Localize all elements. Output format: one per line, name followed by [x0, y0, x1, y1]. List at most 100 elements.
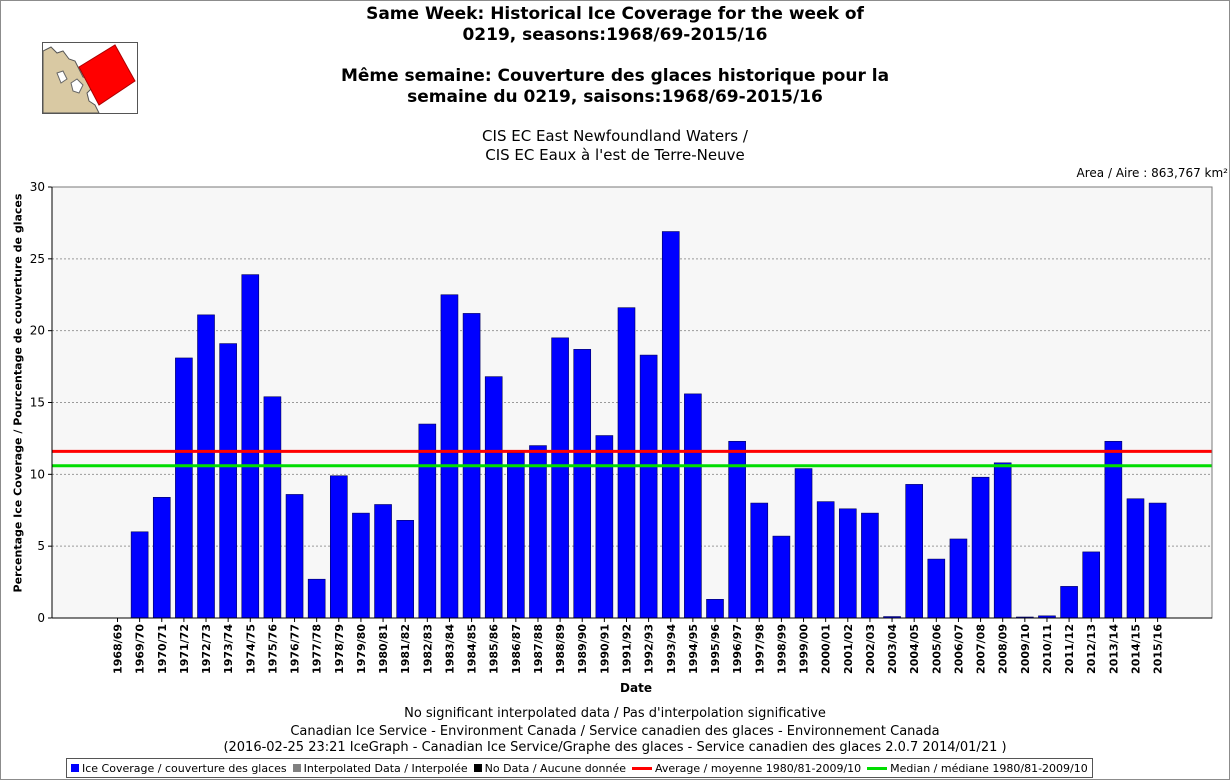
- x-tick-label: 1972/73: [200, 624, 213, 674]
- bar: [993, 462, 1012, 619]
- x-tick-label: 1973/74: [222, 624, 235, 674]
- y-tick-label: 0: [37, 611, 45, 625]
- legend-interpolated: Interpolated Data / Interpolée: [292, 762, 468, 775]
- legend-swatch: [71, 764, 79, 772]
- x-tick-label: 1979/80: [355, 624, 368, 674]
- x-tick-label: 2004/05: [908, 624, 921, 674]
- legend-no-data: No Data / Aucune donnée: [473, 761, 626, 775]
- legend-swatch: [292, 764, 301, 772]
- region-line1: CIS EC East Newfoundland Waters /: [482, 127, 748, 145]
- bar: [684, 393, 702, 619]
- bar: [971, 476, 990, 619]
- bar: [1104, 440, 1123, 619]
- legend-label: Average / moyenne 1980/81-2009/10: [655, 761, 862, 775]
- x-tick-label: 1982/83: [421, 624, 434, 674]
- footer-line1: No significant interpolated data / Pas d…: [404, 706, 826, 721]
- x-tick-label: 2012/13: [1085, 624, 1098, 674]
- x-tick-label: 1985/86: [488, 624, 501, 674]
- bar: [329, 475, 348, 619]
- x-tick-label: 2002/03: [864, 624, 877, 674]
- bar: [949, 538, 968, 619]
- legend-label: Median / médiane 1980/81-2009/10: [890, 761, 1088, 775]
- bar: [772, 535, 791, 619]
- x-tick-label: 1984/85: [466, 624, 479, 674]
- x-tick-label: 1993/94: [665, 624, 678, 674]
- x-tick-label: 1970/71: [156, 624, 169, 674]
- bar: [1126, 498, 1145, 619]
- legend: Ice Coverage / couverture des glaces Int…: [66, 758, 1093, 778]
- bar: [130, 531, 149, 619]
- bar: [507, 452, 525, 619]
- x-axis-label: Date: [620, 681, 652, 695]
- x-tick-label: 1974/75: [244, 624, 257, 674]
- footer-line2: Canadian Ice Service - Environment Canad…: [290, 724, 940, 739]
- x-tick-label: 2014/15: [1129, 624, 1142, 674]
- bar: [838, 508, 857, 619]
- bar: [617, 307, 636, 619]
- x-tick-label: 1986/87: [510, 624, 523, 674]
- x-tick-label: 1987/88: [532, 624, 545, 674]
- x-tick-label: 1996/97: [731, 624, 744, 674]
- x-tick-label: 2001/02: [842, 624, 855, 674]
- title-fr-line1: Même semaine: Couverture des glaces hist…: [340, 66, 890, 86]
- bar: [440, 294, 459, 619]
- bar: [241, 274, 260, 619]
- bar: [374, 504, 392, 619]
- bar: [285, 494, 304, 619]
- bar: [595, 435, 614, 619]
- x-tick-label: 1988/89: [554, 624, 567, 674]
- legend-swatch: [473, 764, 482, 772]
- bar: [529, 445, 547, 619]
- bar: [219, 343, 237, 619]
- x-tick-label: 1980/81: [377, 624, 390, 674]
- x-tick-label: 2011/12: [1063, 624, 1076, 674]
- x-tick-label: 1992/93: [643, 624, 656, 674]
- x-tick-label: 1995/96: [709, 624, 722, 674]
- y-tick-label: 30: [30, 180, 45, 194]
- bar: [263, 396, 282, 619]
- bar: [639, 354, 658, 619]
- region-map-logo: [42, 42, 138, 114]
- x-tick-label: 2013/14: [1107, 624, 1120, 674]
- bar: [1082, 551, 1101, 619]
- x-tick-label: 1971/72: [178, 624, 191, 674]
- bar: [750, 502, 769, 619]
- bar: [728, 440, 746, 619]
- x-tick-label: 1975/76: [266, 624, 279, 674]
- bar: [418, 423, 437, 619]
- bar: [152, 497, 171, 619]
- x-tick-label: 1977/78: [311, 624, 324, 674]
- x-tick-label: 2007/08: [975, 624, 988, 674]
- x-tick-label: 1994/95: [687, 624, 700, 674]
- legend-median: Median / médiane 1980/81-2009/10: [867, 762, 1088, 775]
- x-tick-label: 2000/01: [820, 624, 833, 674]
- x-tick-label: 1989/90: [576, 624, 589, 674]
- y-tick-label: 15: [30, 396, 45, 410]
- bar: [927, 558, 946, 619]
- y-tick-label: 25: [30, 252, 45, 266]
- legend-label: No Data / Aucune donnée: [484, 761, 626, 775]
- bar: [352, 512, 370, 619]
- x-tick-label: 1998/99: [775, 624, 788, 674]
- bar: [794, 468, 813, 619]
- x-tick-label: 1997/98: [753, 624, 766, 674]
- legend-ice-coverage: Ice Coverage / couverture des glaces: [71, 762, 287, 775]
- bar: [573, 349, 592, 619]
- bar: [484, 376, 503, 619]
- legend-swatch: [632, 766, 652, 770]
- footer-line3: (2016-02-25 23:21 IceGraph - Canadian Ic…: [223, 740, 1007, 755]
- x-tick-label: 1968/69: [112, 624, 125, 674]
- x-tick-label: 2003/04: [886, 624, 899, 674]
- bar: [661, 231, 680, 619]
- area-label: Area / Aire : 863,767 km²: [1076, 166, 1228, 180]
- x-tick-label: 2009/10: [1019, 624, 1032, 674]
- y-tick-label: 20: [30, 324, 45, 338]
- x-tick-label: 1990/91: [598, 624, 611, 674]
- legend-swatch: [867, 766, 888, 770]
- x-tick-label: 2006/07: [952, 624, 965, 674]
- bar: [706, 599, 724, 619]
- bar: [816, 501, 835, 619]
- bar: [396, 520, 414, 619]
- y-axis-label: Percentage Ice Coverage / Pourcentage de…: [11, 193, 25, 593]
- bar: [175, 357, 193, 619]
